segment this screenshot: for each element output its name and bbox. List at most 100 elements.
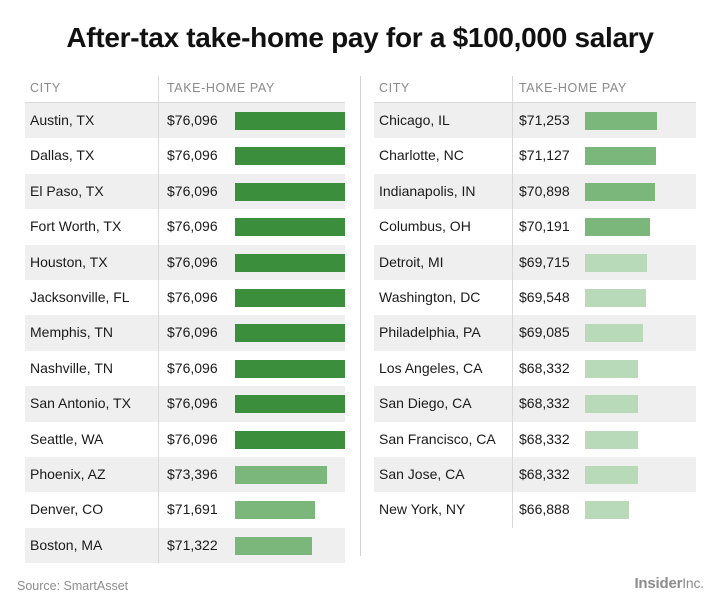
column-separator	[158, 350, 159, 387]
pay-bar	[585, 430, 638, 449]
table-row: Houston, TX $76,096	[25, 244, 345, 280]
column-separator	[512, 421, 513, 457]
pay-bar	[235, 218, 345, 237]
pay-bar	[585, 501, 629, 520]
column-separator	[158, 492, 159, 528]
table-row: Denver, CO $71,691	[25, 492, 345, 528]
pay-bar	[235, 430, 345, 449]
left-table: CITY TAKE-HOME PAY Austin, TX $76,096 Dall…	[25, 76, 345, 564]
city-label: San Jose, CA	[379, 465, 465, 482]
pay-value-label: $76,096	[167, 395, 218, 412]
table-header: CITY TAKE-HOME PAY	[25, 76, 345, 103]
pay-bar	[585, 465, 638, 484]
pay-value-label: $70,898	[519, 182, 570, 199]
table-row: Charlotte, NC $71,127	[374, 138, 696, 174]
column-separator	[512, 386, 513, 422]
brand-logo: InsiderInc.	[634, 575, 704, 592]
table-row: Columbus, OH $70,191	[374, 209, 696, 245]
city-label: El Paso, TX	[30, 182, 104, 199]
column-separator	[512, 315, 513, 351]
pay-value-label: $71,691	[167, 501, 218, 518]
table-row: Boston, MA $71,322	[25, 527, 345, 564]
pay-bar	[235, 112, 345, 130]
city-label: Memphis, TN	[30, 324, 113, 341]
city-label: Dallas, TX	[30, 147, 95, 164]
pay-value-label: $69,548	[519, 288, 570, 305]
table-row: Austin, TX $76,096	[25, 103, 345, 139]
column-separator	[158, 421, 159, 457]
table-row: San Diego, CA $68,332	[374, 386, 696, 422]
table-row: Detroit, MI $69,715	[374, 244, 696, 280]
column-separator	[158, 209, 159, 245]
pay-bar	[235, 147, 345, 166]
city-label: Boston, MA	[30, 536, 103, 553]
city-label: Phoenix, AZ	[30, 465, 106, 482]
city-label: Charlotte, NC	[379, 147, 464, 164]
table-row: Seattle, WA $76,096	[25, 421, 345, 457]
city-label: Austin, TX	[30, 112, 95, 128]
city-label: Fort Worth, TX	[30, 218, 122, 235]
pay-value-label: $68,332	[519, 430, 570, 447]
pay-value-label: $68,332	[519, 359, 570, 376]
city-label: Philadelphia, PA	[379, 324, 481, 341]
table-row: New York, NY $66,888	[374, 492, 696, 528]
column-separator	[158, 244, 159, 280]
pay-value-label: $76,096	[167, 182, 218, 199]
pay-value-label: $70,191	[519, 218, 570, 235]
city-label: Denver, CO	[30, 501, 104, 518]
city-label: Indianapolis, IN	[379, 182, 476, 199]
column-separator	[158, 279, 159, 316]
column-separator	[158, 456, 159, 493]
source-note: Source: SmartAsset	[17, 579, 129, 593]
table-row: San Jose, CA $68,332	[374, 456, 696, 493]
column-separator	[158, 103, 159, 139]
pay-bar	[235, 359, 345, 378]
pay-column-header: TAKE-HOME PAY	[519, 81, 627, 95]
city-label: Chicago, IL	[379, 112, 450, 128]
pay-bar	[585, 395, 638, 414]
pay-bar	[585, 147, 656, 166]
city-column-header: CITY	[379, 81, 410, 95]
pay-bar	[585, 288, 646, 307]
column-separator	[158, 138, 159, 174]
column-separator	[512, 138, 513, 174]
table-row: Fort Worth, TX $76,096	[25, 209, 345, 245]
city-label: Los Angeles, CA	[379, 359, 483, 376]
right-table: CITY TAKE-HOME PAY Chicago, IL $71,253 Cha…	[374, 76, 696, 528]
city-label: Nashville, TN	[30, 359, 113, 376]
pay-value-label: $76,096	[167, 253, 218, 270]
column-separator	[158, 527, 159, 564]
brand-name: Insider	[634, 575, 683, 592]
table-row: San Antonio, TX $76,096	[25, 386, 345, 422]
table-row: Washington, DC $69,548	[374, 279, 696, 316]
pay-value-label: $69,715	[519, 253, 570, 270]
city-label: Houston, TX	[30, 253, 108, 270]
pay-value-label: $71,127	[519, 147, 570, 164]
brand-suffix: Inc.	[682, 575, 704, 591]
pay-bar	[235, 288, 345, 307]
pay-value-label: $68,332	[519, 395, 570, 412]
pay-column-header: TAKE-HOME PAY	[167, 81, 275, 95]
pay-bar	[235, 501, 315, 520]
pay-value-label: $66,888	[519, 501, 570, 518]
pay-value-label: $69,085	[519, 324, 570, 341]
pay-value-label: $76,096	[167, 288, 218, 305]
pay-value-label: $76,096	[167, 112, 218, 128]
column-separator	[512, 173, 513, 210]
pay-value-label: $76,096	[167, 147, 218, 164]
table-row: Indianapolis, IN $70,898	[374, 173, 696, 210]
pay-value-label: $76,096	[167, 430, 218, 447]
column-separator	[512, 209, 513, 245]
city-label: San Antonio, TX	[30, 395, 131, 412]
pay-value-label: $68,332	[519, 465, 570, 482]
city-column-header: CITY	[30, 81, 61, 95]
pay-value-label: $71,322	[167, 536, 218, 553]
pay-bar	[235, 465, 327, 484]
table-body: Austin, TX $76,096 Dallas, TX $76,096 El Pas…	[25, 103, 345, 564]
pay-bar	[235, 324, 345, 343]
column-separator	[512, 76, 513, 102]
city-label: Washington, DC	[379, 288, 481, 305]
column-separator	[158, 76, 159, 102]
pay-bar	[585, 359, 638, 378]
table-row: El Paso, TX $76,096	[25, 173, 345, 210]
